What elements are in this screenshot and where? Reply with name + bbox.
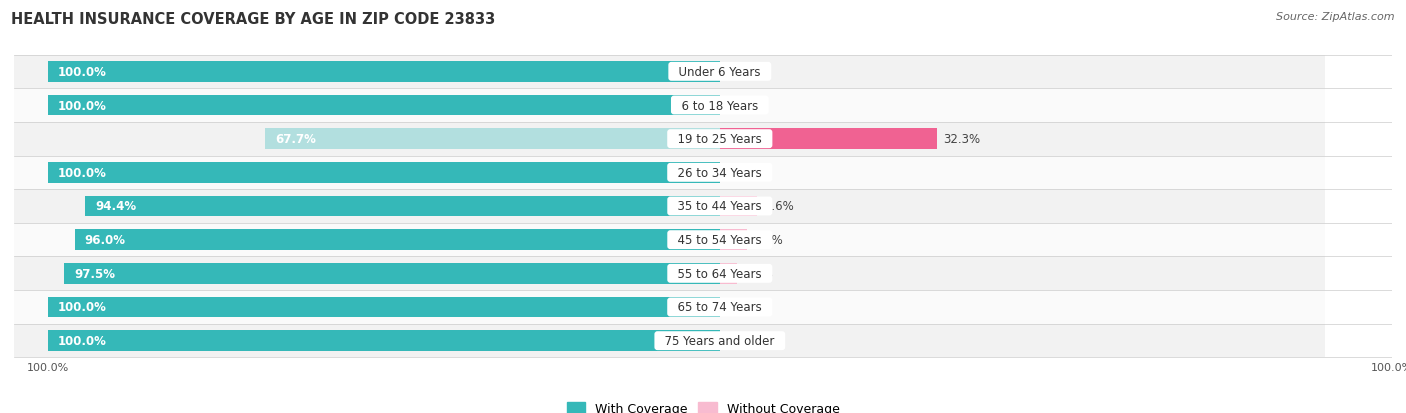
Bar [48,62,720,83]
Bar [0,156,1324,190]
Text: 4.0%: 4.0% [754,234,783,247]
Bar [720,263,737,284]
Text: 0.0%: 0.0% [727,99,756,112]
Text: 2.5%: 2.5% [744,267,773,280]
Text: 100.0%: 100.0% [58,301,107,314]
Text: 96.0%: 96.0% [84,234,125,247]
Text: Source: ZipAtlas.com: Source: ZipAtlas.com [1277,12,1395,22]
Text: 65 to 74 Years: 65 to 74 Years [671,301,769,314]
Text: Under 6 Years: Under 6 Years [671,66,768,78]
Text: 0.0%: 0.0% [727,335,756,347]
Text: 32.3%: 32.3% [943,133,981,146]
Bar [0,55,1324,89]
Legend: With Coverage, Without Coverage: With Coverage, Without Coverage [561,397,845,413]
Bar [48,162,720,183]
Bar [0,123,1324,156]
Text: 5.6%: 5.6% [765,200,794,213]
Bar [65,263,720,284]
Text: 45 to 54 Years: 45 to 54 Years [671,234,769,247]
Text: 75 Years and older: 75 Years and older [658,335,782,347]
Bar [264,129,720,150]
Text: HEALTH INSURANCE COVERAGE BY AGE IN ZIP CODE 23833: HEALTH INSURANCE COVERAGE BY AGE IN ZIP … [11,12,495,27]
Text: 94.4%: 94.4% [96,200,136,213]
Text: 35 to 44 Years: 35 to 44 Years [671,200,769,213]
Text: 0.0%: 0.0% [727,166,756,179]
Text: 67.7%: 67.7% [274,133,316,146]
Text: 100.0%: 100.0% [58,166,107,179]
Bar [0,290,1324,324]
Bar [720,196,758,217]
Text: 0.0%: 0.0% [727,301,756,314]
Text: 19 to 25 Years: 19 to 25 Years [671,133,769,146]
Text: 55 to 64 Years: 55 to 64 Years [671,267,769,280]
Bar [0,223,1324,257]
Text: 100.0%: 100.0% [58,335,107,347]
Bar [0,257,1324,290]
Bar [48,95,720,116]
Text: 97.5%: 97.5% [75,267,115,280]
Bar [48,297,720,318]
Bar [720,230,747,251]
Bar [86,196,720,217]
Bar [0,89,1324,123]
Bar [75,230,720,251]
Bar [48,330,720,351]
Text: 26 to 34 Years: 26 to 34 Years [671,166,769,179]
Text: 0.0%: 0.0% [727,66,756,78]
Bar [0,190,1324,223]
Text: 100.0%: 100.0% [58,66,107,78]
Text: 6 to 18 Years: 6 to 18 Years [673,99,766,112]
Bar [0,324,1324,358]
Bar [720,129,936,150]
Text: 100.0%: 100.0% [58,99,107,112]
